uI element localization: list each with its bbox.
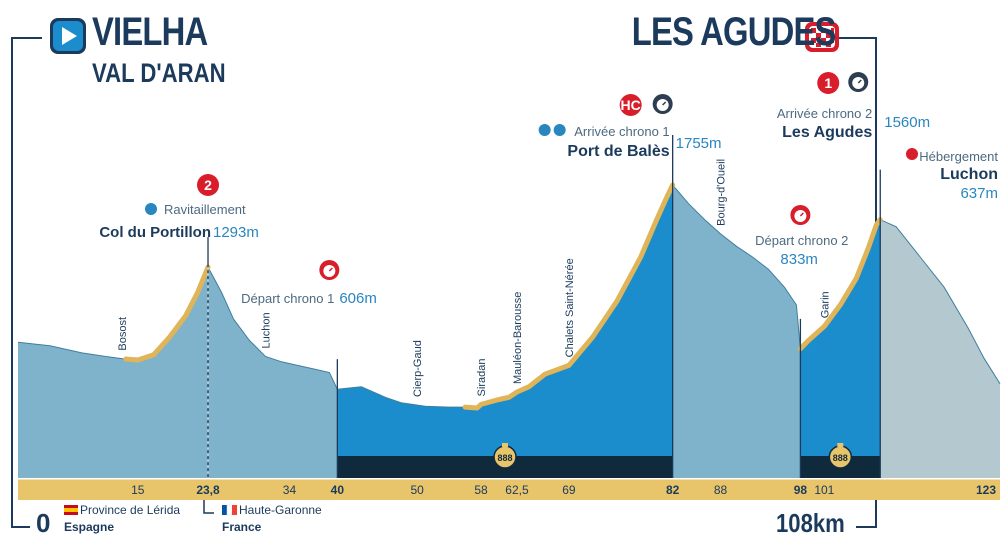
km-tick-2: 23,8 [196,483,220,497]
km-tick-12: 101 [814,483,834,497]
point-1-alt: 1293m [213,224,259,241]
area-timed-1 [337,185,673,478]
point-5-category-badge-label: 1 [824,75,832,91]
point-6-label: Hébergement [919,149,998,164]
point-3-category-badge-label: HC [621,97,641,113]
area-transit-1 [18,267,338,478]
point-5-name: Les Agudes [782,124,872,141]
stopwatch-marker-2-crown [837,443,844,447]
point-6-alt: 637m [960,185,998,202]
km-tick-7: 62,5 [505,483,529,497]
area-timed-2 [800,219,881,478]
spain-flag-icon [64,505,78,515]
stopwatch-finish-icon-2-hand [857,79,862,84]
point-1-name: Col du Portillon [99,224,211,241]
feeding-icon [145,203,158,215]
town-label-6: Chalets Saint-Nérée [564,258,576,357]
km-tick-8: 69 [562,483,576,497]
profile-areas [17,182,1001,478]
km-tick-1: 15 [131,483,145,497]
town-label-8: Garin [819,291,831,318]
left-region: Province de Lérida [80,503,180,517]
town-label-7: Bourg-d'Oueil [716,159,728,226]
town-label-5: Mauléon-Barousse [512,292,524,384]
point-3-alt: 1755m [676,135,722,152]
point-4-label: Départ chrono 2 [755,233,848,248]
point-5-category-badge [817,72,840,94]
town-labels: Bosost Luchon Cierp-Gaud Siradan Mauléon-Bar… [117,159,832,397]
point-1-category-badge-label: 2 [204,177,212,193]
point-5-alt: 1560m [884,114,930,131]
km-ticks: 15 23,8 34 40 50 58 62,5 69 82 88 98 101 123 [131,483,996,497]
point-1-label: Ravitaillement [164,202,246,217]
bed-icon [906,148,918,160]
point-6-name: Luchon [940,166,998,183]
border-marker [203,500,214,514]
start-subtitle: VAL D'ARAN [92,58,226,88]
feeding-icon-2 [538,124,551,136]
stopwatch-start-icon-1-hand [328,267,333,272]
point-4-alt: 833m [780,251,818,268]
area-transit-2 [672,185,801,478]
checkered-flag-icon [805,22,839,52]
stopwatch-marker-1-label: 888 [497,453,512,463]
finish-town: LES AGUDES [632,10,837,54]
km-tick-6: 58 [474,483,488,497]
left-country: Espagne [64,520,114,534]
stopwatch-finish-icon-1-hand [662,101,667,106]
climb-edge-1 [123,264,211,363]
point-3-label: Arrivée chrono 1 [574,124,669,139]
point-1-category-badge [197,174,220,196]
km-tick-11: 98 [794,483,808,497]
km-tick-9: 82 [666,483,680,497]
right-country: France [222,520,262,534]
stopwatch-marker-1-crown [502,443,509,447]
point-3-category-badge [619,94,642,116]
start-km: 0 [36,508,51,538]
point-5-label: Arrivée chrono 2 [777,106,872,121]
climb-edge-3 [797,217,883,352]
play-icon [50,18,86,54]
climb-edge-2 [462,182,676,411]
profile-points: 2 Ravitaillement Col du Portillon 1293m Dépa… [99,72,998,307]
area-after-finish [880,219,1000,478]
france-flag-icon [222,504,237,516]
distance-band-top-line [18,478,1000,480]
water-icon [553,124,566,136]
distance-band [18,478,1000,500]
start-town: VIELHA [92,10,208,54]
town-label-3: Cierp-Gaud [412,340,424,397]
right-region: Haute-Garonne [239,503,322,517]
point-2-label: Départ chrono 1 [241,291,334,306]
stopwatch-marker-2-label: 888 [833,453,848,463]
total-distance: 108km [776,508,845,538]
town-label-1: Bosost [117,317,129,351]
km-tick-10: 88 [714,483,728,497]
km-tick-3: 34 [283,483,297,497]
stopwatch-markers: 888 888 [493,443,853,469]
stopwatch-start-icon-2-hand [799,212,804,217]
town-label-4: Siradan [476,359,488,397]
distance-band-bar [18,478,1000,500]
km-tick-4: 40 [331,483,345,497]
point-lines [207,135,881,478]
town-label-2: Luchon [260,312,272,348]
km-tick-13: 123 [976,483,996,497]
km-tick-5: 50 [411,483,425,497]
point-3-name: Port de Balès [567,143,669,160]
point-2-alt: 606m [339,290,377,307]
